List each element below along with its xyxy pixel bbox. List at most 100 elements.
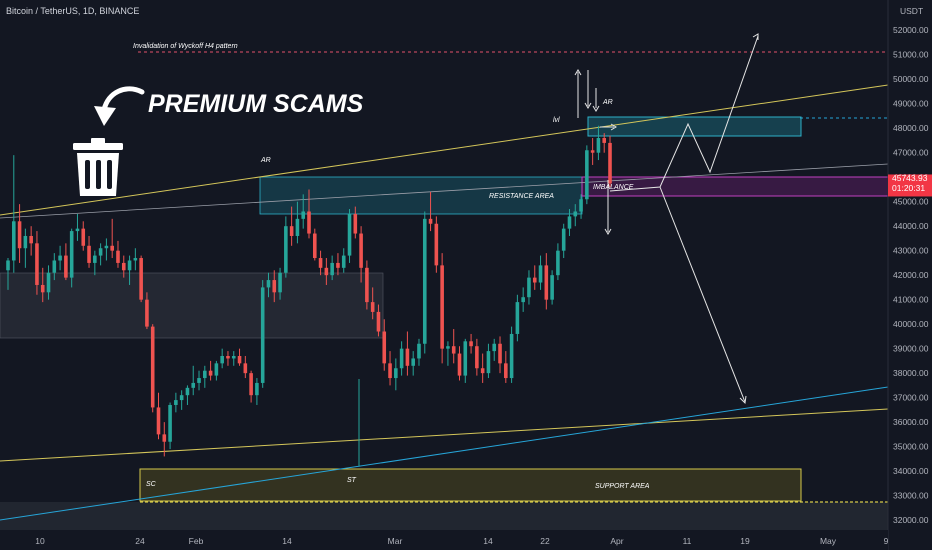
candle-body — [446, 346, 450, 349]
grey-trendline — [0, 163, 889, 219]
x-tick-label: 9 — [884, 536, 889, 546]
candle-body — [243, 363, 248, 374]
ar-left-label: AR — [260, 157, 271, 164]
candle-body — [17, 221, 22, 249]
y-tick-label: 41000.00 — [893, 295, 929, 305]
candle-body — [64, 255, 68, 278]
candle-body — [93, 255, 97, 263]
candle-body — [289, 226, 294, 236]
candle-body — [220, 356, 224, 364]
lower-trendline — [0, 408, 889, 462]
y-tick-label: 50000.00 — [893, 74, 929, 84]
candle-body — [544, 265, 549, 300]
time-axis[interactable]: 10 24 Feb 14 Mar 14 22 Apr 11 19 May 9 — [0, 530, 889, 550]
candle-body — [104, 245, 109, 249]
bullish-projection-path — [609, 35, 759, 192]
candle-body — [405, 348, 410, 366]
candle-body — [87, 245, 91, 263]
candle-body — [324, 267, 329, 276]
candle-body — [480, 368, 485, 374]
candle-body — [150, 326, 155, 408]
y-tick-label: 36000.00 — [893, 417, 929, 427]
x-tick-label: May — [820, 536, 837, 546]
sc-label: SC — [146, 481, 157, 488]
ar-arrows — [574, 69, 617, 235]
x-tick-label: 24 — [135, 536, 145, 546]
x-tick-label: Apr — [610, 536, 623, 546]
candle-body — [29, 235, 33, 244]
y-tick-label: 37000.00 — [893, 393, 929, 403]
candle-body — [260, 287, 265, 383]
candle-body — [197, 378, 201, 383]
price-axis[interactable]: USDT 52000.00 51000.00 50000.00 49000.00 480… — [887, 0, 932, 550]
candle-body — [46, 272, 51, 293]
candle-body — [191, 382, 196, 388]
channel-trendline — [0, 386, 889, 521]
candle-body — [162, 434, 167, 442]
candle-body — [75, 228, 80, 232]
x-tick-label: 19 — [740, 536, 750, 546]
candle-body — [579, 199, 583, 212]
currency-label: USDT — [900, 6, 923, 16]
candle-body — [469, 341, 473, 347]
candle-body — [347, 213, 352, 256]
candle-body — [214, 363, 219, 376]
candle-body — [353, 213, 358, 234]
candle-body — [370, 302, 375, 312]
candle-body — [81, 228, 86, 246]
target-zone — [587, 116, 802, 137]
ar-right-label: AR — [602, 99, 613, 106]
candle-body — [185, 387, 190, 396]
candle-body — [226, 356, 230, 359]
candle-body — [35, 243, 39, 285]
premium-scams-banner: PREMIUM SCAMS — [148, 90, 364, 118]
y-tick-label: 33000.00 — [893, 491, 929, 501]
candle-body — [266, 280, 271, 288]
lvl-label: lvl — [553, 117, 560, 124]
bearish-projection-path — [659, 186, 746, 403]
y-tick-label: 49000.00 — [893, 99, 929, 109]
candle-body — [492, 343, 497, 352]
chart-title: Bitcoin / TetherUS, 1D, BINANCE — [6, 6, 139, 16]
candle-body — [399, 348, 404, 369]
y-tick-label: 34000.00 — [893, 466, 929, 476]
candle-body — [411, 358, 415, 366]
bullish-projection-arrowhead — [752, 33, 759, 40]
candle-body — [434, 223, 439, 266]
candle-body — [417, 343, 421, 359]
candle-body — [278, 272, 282, 293]
current-price: 45743.93 — [892, 173, 928, 183]
candle-body — [590, 150, 595, 153]
candle-body — [376, 311, 381, 332]
candle-body — [272, 280, 277, 293]
candle-body — [237, 356, 242, 364]
y-tick-label: 51000.00 — [893, 50, 929, 60]
candle-body — [116, 250, 120, 263]
candle-body — [208, 370, 213, 376]
candle-body — [168, 404, 172, 442]
candle-body — [573, 211, 578, 217]
candle-body — [451, 346, 456, 354]
y-tick-label: 38000.00 — [893, 368, 929, 378]
y-tick-label: 47000.00 — [893, 148, 929, 158]
candle-body — [156, 407, 161, 435]
imbalance-label: IMBALANCE — [593, 184, 634, 191]
candle-body — [284, 226, 288, 273]
x-tick-label: 22 — [540, 536, 550, 546]
candle-body — [498, 343, 502, 364]
candle-body — [203, 370, 207, 379]
candle-body — [527, 277, 531, 298]
y-tick-label: 42000.00 — [893, 270, 929, 280]
x-tick-label: 14 — [282, 536, 292, 546]
candle-body — [602, 138, 607, 143]
st-label: ST — [347, 477, 357, 484]
candle-body — [139, 258, 143, 300]
candle-body — [538, 265, 543, 283]
y-tick-label: 32000.00 — [893, 515, 929, 525]
candle-body — [11, 221, 16, 261]
candles-group — [6, 125, 612, 457]
y-tick-label: 44000.00 — [893, 221, 929, 231]
candle-body — [23, 235, 28, 249]
candle-body — [336, 262, 340, 268]
